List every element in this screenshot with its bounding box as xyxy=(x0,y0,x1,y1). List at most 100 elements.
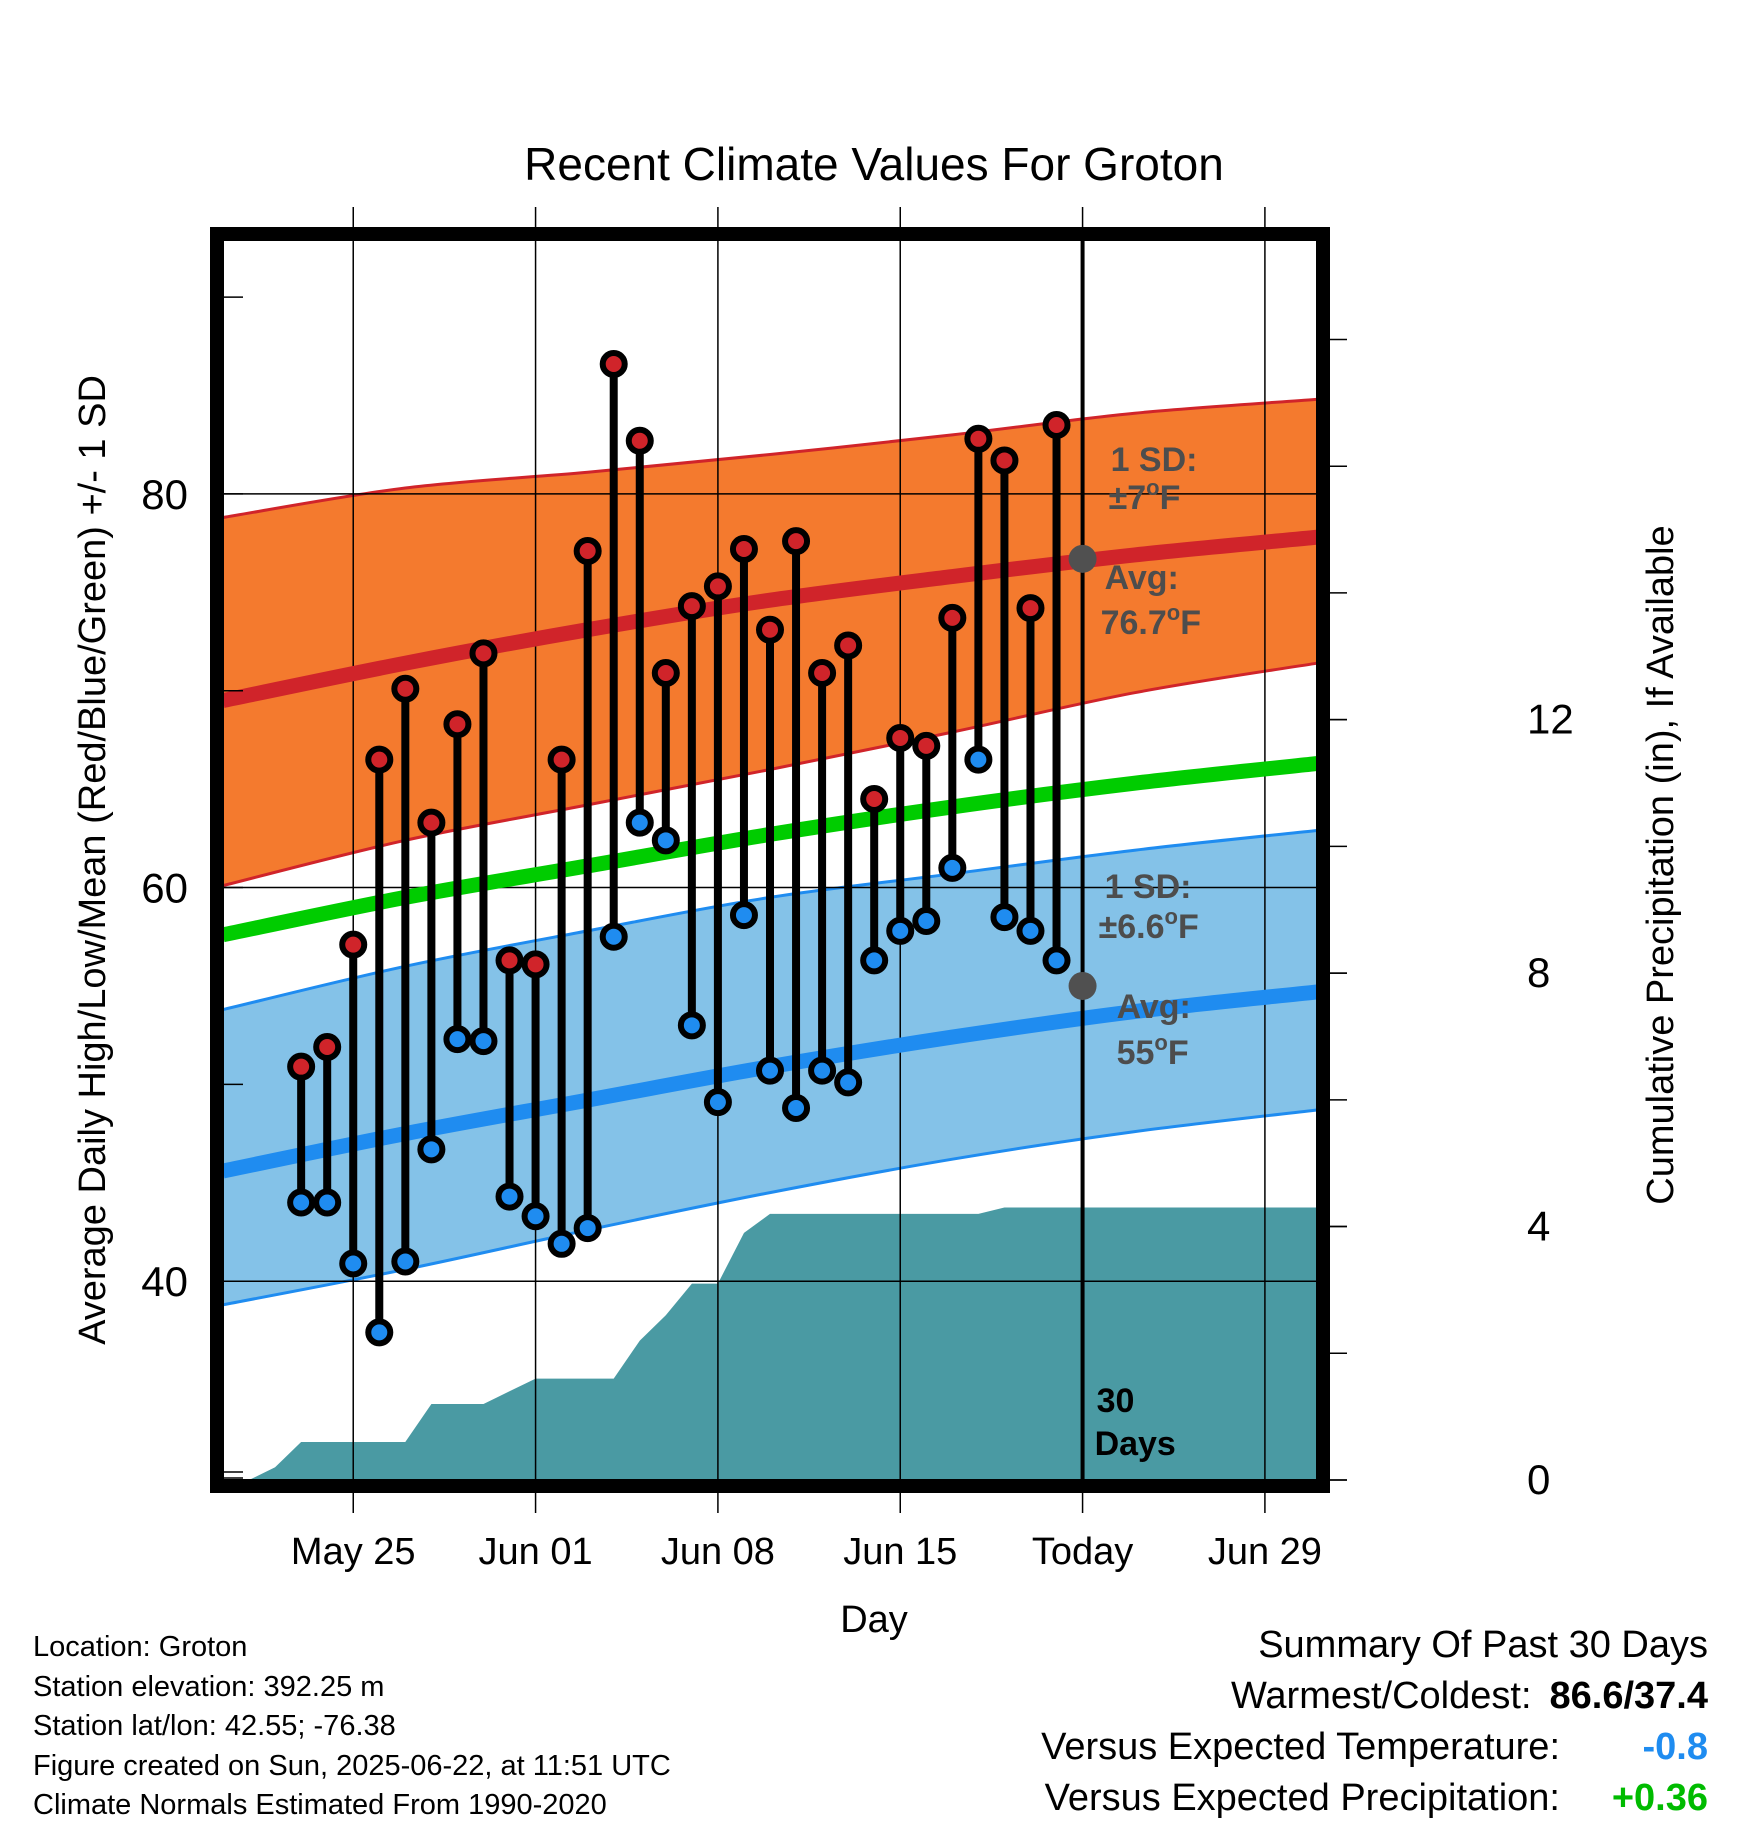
low-marker xyxy=(1016,916,1045,945)
precip-area xyxy=(223,1207,1317,1480)
x-tick-label: Jun 01 xyxy=(479,1531,593,1573)
y2-tick-label: 12 xyxy=(1527,696,1574,743)
low-marker xyxy=(469,1027,498,1056)
period-label-line2: Days xyxy=(1095,1425,1176,1463)
summary-temp-row: Versus Expected Temperature: -0.8 xyxy=(1041,1722,1708,1773)
low-marker xyxy=(651,826,680,855)
high-marker xyxy=(756,615,784,644)
location-text: Location: Groton xyxy=(33,1631,248,1663)
high-marker xyxy=(1016,594,1045,623)
low-marker xyxy=(912,907,941,936)
low-marker xyxy=(365,1318,394,1347)
x-tick-label: Jun 15 xyxy=(843,1531,957,1573)
high-marker xyxy=(782,527,811,556)
y-axis-label: Average Daily High/Low/Mean (Red/Blue/Gr… xyxy=(72,375,114,1345)
high-marker xyxy=(521,950,550,979)
x-tick-label: Jun 08 xyxy=(661,1531,775,1573)
high-marker xyxy=(729,535,758,564)
high-marker xyxy=(391,674,420,703)
y2-tick-label: 8 xyxy=(1527,949,1550,996)
low-marker xyxy=(287,1188,316,1217)
high-marker xyxy=(703,572,732,601)
y-tick-label: 40 xyxy=(141,1258,188,1305)
low-marker xyxy=(495,1182,524,1211)
low-sd-title: 1 SD: xyxy=(1105,868,1192,906)
low-marker xyxy=(964,745,993,774)
y-tick-label: 60 xyxy=(141,865,188,912)
low-marker xyxy=(443,1025,472,1054)
low-marker xyxy=(808,1056,837,1085)
precip-value: +0.36 xyxy=(1611,1777,1708,1819)
low-marker xyxy=(417,1135,446,1164)
high-marker xyxy=(339,930,368,959)
latlon-text: Station lat/lon: 42.55; -76.38 xyxy=(33,1710,396,1742)
low-marker xyxy=(756,1056,784,1085)
high-avg-title: Avg: xyxy=(1105,559,1179,597)
y2-tick-label: 4 xyxy=(1527,1203,1550,1250)
warmest-value: 86.6/37.4 xyxy=(1549,1675,1708,1717)
normals-text: Climate Normals Estimated From 1990-2020 xyxy=(33,1789,607,1821)
high-sd-title: 1 SD: xyxy=(1111,441,1198,479)
created-text: Figure created on Sun, 2025-06-22, at 11… xyxy=(33,1749,671,1782)
high-avg-value: 76.7oF xyxy=(1101,600,1201,642)
temp-label: Versus Expected Temperature: xyxy=(1041,1726,1560,1768)
elevation-text: Station elevation: 392.25 m xyxy=(33,1670,385,1703)
high-marker xyxy=(912,731,941,760)
high-marker xyxy=(287,1052,316,1081)
high-marker xyxy=(573,536,602,565)
low-marker xyxy=(625,808,654,837)
high-marker xyxy=(495,946,524,975)
high-marker xyxy=(443,710,472,739)
high-marker xyxy=(808,659,837,688)
x-axis-label: Day xyxy=(840,1599,908,1641)
high-marker xyxy=(964,424,993,453)
low-avg-marker xyxy=(1068,971,1097,1000)
summary-warmest-row: Warmest/Coldest: 86.6/37.4 xyxy=(1041,1671,1708,1722)
low-marker xyxy=(729,901,758,930)
high-marker xyxy=(625,426,654,455)
low-marker xyxy=(886,916,915,945)
high-marker xyxy=(834,631,863,660)
high-marker xyxy=(886,723,915,752)
high-sd-band-upper-edge xyxy=(222,397,1318,519)
low-marker xyxy=(313,1188,342,1217)
chart-title: Recent Climate Values For Groton xyxy=(524,138,1224,190)
low-marker xyxy=(391,1247,420,1276)
low-marker xyxy=(599,922,628,951)
high-marker xyxy=(547,745,576,774)
high-marker xyxy=(313,1032,342,1061)
high-marker xyxy=(1042,411,1071,440)
y-tick-label: 80 xyxy=(141,471,188,518)
summary-panel: Summary Of Past 30 Days Warmest/Coldest:… xyxy=(1041,1620,1708,1824)
precip-label: Versus Expected Precipitation: xyxy=(1044,1777,1560,1819)
warmest-label: Warmest/Coldest: xyxy=(1230,1675,1532,1717)
high-marker xyxy=(469,639,498,668)
low-marker xyxy=(339,1249,368,1278)
low-marker xyxy=(860,946,889,975)
low-marker xyxy=(573,1214,602,1243)
low-marker xyxy=(782,1094,811,1122)
high-sd-value: ±7oF xyxy=(1109,475,1181,517)
high-marker xyxy=(990,446,1019,475)
x-tick-label: Jun 29 xyxy=(1208,1531,1322,1573)
low-marker xyxy=(703,1088,732,1117)
summary-precip-row: Versus Expected Precipitation: +0.36 xyxy=(1041,1773,1708,1824)
high-marker xyxy=(599,350,628,378)
low-marker xyxy=(938,853,967,882)
period-label-line1: 30 xyxy=(1097,1382,1135,1420)
station-info: Location: Groton Station elevation: 392.… xyxy=(33,1628,671,1826)
summary-title: Summary Of Past 30 Days xyxy=(1258,1624,1708,1666)
low-avg-value: 55oF xyxy=(1117,1030,1189,1072)
x-tick-label: May 25 xyxy=(291,1531,416,1573)
low-marker xyxy=(521,1202,550,1231)
low-marker xyxy=(834,1068,863,1097)
low-marker xyxy=(1042,946,1071,975)
low-avg-title: Avg: xyxy=(1117,988,1191,1026)
low-marker xyxy=(990,903,1019,932)
low-marker xyxy=(547,1229,576,1258)
high-marker xyxy=(860,784,889,813)
y2-tick-label: 0 xyxy=(1527,1456,1550,1503)
high-marker xyxy=(365,745,394,774)
low-sd-value: ±6.6oF xyxy=(1099,904,1199,946)
